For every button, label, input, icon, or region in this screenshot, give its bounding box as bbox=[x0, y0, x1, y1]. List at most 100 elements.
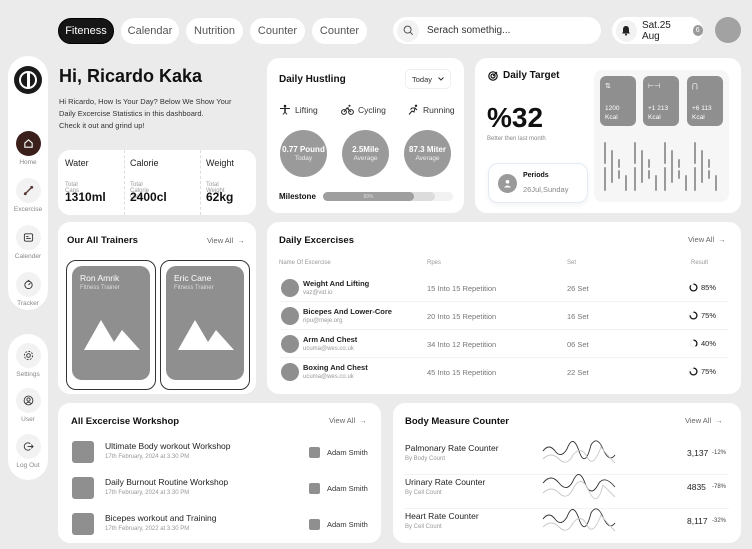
progress-ring-icon bbox=[689, 283, 698, 292]
app-logo bbox=[14, 66, 42, 94]
list-item[interactable]: Heart Rate Counter By Cell Count 8,117 -… bbox=[405, 508, 729, 543]
activity-label: Cycling bbox=[358, 104, 386, 115]
sidebar-item-settings[interactable]: Settings bbox=[8, 343, 48, 378]
measure-value: 4835 bbox=[687, 482, 706, 492]
period-dropdown[interactable]: Today bbox=[405, 69, 451, 89]
list-item[interactable]: Daily Burnout Routine Workshop 17th Febr… bbox=[72, 477, 372, 513]
list-item[interactable]: Ultimate Body workout Workshop 17th Febr… bbox=[72, 441, 372, 477]
notification-date-pill[interactable]: Sat.25 Aug 6 bbox=[612, 17, 703, 44]
view-all-exercises[interactable]: View All → bbox=[688, 235, 726, 244]
daily-target-header: Daily Target bbox=[488, 70, 560, 81]
exercise-set: 16 Set bbox=[567, 312, 589, 321]
measure-title: Palmonary Rate Counter bbox=[405, 443, 499, 453]
tab-counter[interactable]: Counter bbox=[250, 18, 305, 44]
trainers-card: Our All Trainers View All → Ron Amrik Fit… bbox=[58, 222, 256, 394]
wave-sparkline bbox=[542, 474, 616, 499]
arrow-right-icon: → bbox=[718, 235, 726, 244]
view-all-label: View All bbox=[688, 235, 715, 244]
table-row[interactable]: Weight And Lifting vaz@vid.io 15 Into 15… bbox=[279, 274, 729, 302]
image-placeholder-icon bbox=[72, 513, 94, 535]
tab-fiteness[interactable]: Fiteness bbox=[58, 18, 114, 44]
user-avatar[interactable] bbox=[715, 17, 741, 43]
sidebar-item-excercise[interactable]: Excercise bbox=[8, 178, 48, 213]
stat-title: Weight bbox=[206, 158, 234, 168]
sidebar-item-user[interactable]: User bbox=[8, 388, 48, 423]
sidebar-item-logout[interactable]: Log Out bbox=[8, 434, 48, 469]
bell-icon bbox=[616, 19, 637, 42]
daily-hustling-card: Daily Hustling Today Lifting Cycling Run… bbox=[267, 58, 464, 213]
trainer-name: Ron Amrik bbox=[80, 273, 120, 283]
running-icon bbox=[408, 104, 418, 115]
stopwatch-icon bbox=[15, 272, 41, 297]
view-all-label: View All bbox=[329, 416, 356, 425]
periods-card[interactable]: Periods 26Jul,Sunday bbox=[488, 163, 588, 203]
view-all-trainers[interactable]: View All → bbox=[207, 236, 245, 245]
search-input[interactable]: Serach somethig... bbox=[393, 17, 601, 44]
kcal-unit: Kcal bbox=[605, 114, 618, 121]
activity-label: Lifting bbox=[295, 104, 318, 115]
kcal-unit: Kcal bbox=[692, 114, 705, 121]
tab-counter-2[interactable]: Counter bbox=[312, 18, 367, 44]
stats-card: Water Total Cans 1310ml Calorie Total Ca… bbox=[58, 150, 256, 215]
table-row[interactable]: Bicepes And Lower-Core ripu@meje.org 20 … bbox=[279, 302, 729, 330]
exercise-name: Bicepes And Lower-Core bbox=[303, 307, 392, 316]
greeting-text: Hi Ricardo, How Is Your Day? Below We Sh… bbox=[59, 96, 259, 132]
trainer-frame bbox=[66, 260, 156, 390]
exercise-set: 22 Set bbox=[567, 368, 589, 377]
stat-title: Calorie bbox=[130, 158, 159, 168]
exercise-reps: 45 Into 15 Repetition bbox=[427, 368, 497, 377]
exercise-name: Boxing And Chest bbox=[303, 363, 368, 372]
gym-icon bbox=[281, 335, 299, 353]
table-row[interactable]: Boxing And Chest ucuma@wes.co.uk 45 Into… bbox=[279, 358, 729, 386]
list-item[interactable]: Bicepes workout and Training 17th Februa… bbox=[72, 513, 372, 549]
kcal-unit: Kcal bbox=[648, 114, 661, 121]
image-placeholder-icon bbox=[178, 320, 234, 350]
stat-title: Water bbox=[65, 158, 89, 168]
arrow-right-icon: → bbox=[359, 416, 367, 425]
workshop-title: Daily Burnout Routine Workshop bbox=[105, 477, 229, 487]
tab-nutrition[interactable]: Nutrition bbox=[186, 18, 243, 44]
list-item[interactable]: Urinary Rate Counter By Cell Count 4835 … bbox=[405, 474, 729, 509]
trainer-role: Fitness Trainer bbox=[174, 285, 214, 291]
card-title: All Excercise Workshop bbox=[71, 416, 180, 427]
kcal-card: ⋂ +6 113 Kcal bbox=[687, 76, 723, 126]
activity-cycling: Cycling bbox=[341, 104, 386, 115]
footprint-icon: ⋂ bbox=[692, 83, 698, 90]
table-row[interactable]: Arm And Chest ucuma@wes.co.uk 34 Into 12… bbox=[279, 330, 729, 358]
kettlebell-icon bbox=[281, 279, 299, 297]
view-all-body[interactable]: View All → bbox=[685, 416, 723, 425]
cycling-stat-circle: 2.5Mile Average bbox=[342, 130, 389, 177]
dumbbell-icon bbox=[281, 307, 299, 325]
trainer-card-ron[interactable]: Ron Amrik Fitness Trainer bbox=[72, 266, 150, 380]
greeting-line: Daily Excercise Statistics in this dashb… bbox=[59, 109, 204, 118]
search-icon bbox=[397, 19, 419, 42]
sidebar-item-tracker[interactable]: Tracker bbox=[8, 272, 48, 307]
scale-icon: ⇅ bbox=[605, 83, 611, 90]
list-item[interactable]: Palmonary Rate Counter By Body Count 3,1… bbox=[405, 440, 729, 475]
stat-label: Total Weight bbox=[206, 182, 225, 194]
arrow-right-icon: → bbox=[237, 236, 245, 245]
sidebar-label: Excercise bbox=[13, 206, 43, 213]
dumbbell-icon: ⊢⊣ bbox=[648, 83, 661, 90]
exercise-name: Weight And Lifting bbox=[303, 279, 370, 288]
workshop-date: 17th February, 2022 at 3.30 PM bbox=[105, 526, 190, 532]
stat-label: Total Calorie Gain bbox=[130, 182, 150, 200]
running-stat-circle: 87.3 Miter Average bbox=[404, 130, 451, 177]
workshop-author: Adam Smith bbox=[309, 447, 368, 458]
tab-calendar[interactable]: Calendar bbox=[121, 18, 179, 44]
sidebar-item-home[interactable]: Home bbox=[8, 131, 48, 166]
exercise-reps: 20 Into 15 Repetition bbox=[427, 312, 497, 321]
target-caption: Better then last month bbox=[487, 136, 546, 142]
column-header: Set bbox=[567, 260, 577, 266]
weightlifting-icon bbox=[280, 104, 290, 115]
search-placeholder: Serach somethig... bbox=[427, 25, 511, 36]
image-placeholder-icon bbox=[72, 441, 94, 463]
trainer-card-eric[interactable]: Eric Cane Fitness Trainer bbox=[166, 266, 244, 380]
periods-label: Periods bbox=[523, 172, 549, 179]
sidebar-item-calender[interactable]: Calender bbox=[8, 225, 48, 260]
sidebar-label: Settings bbox=[16, 371, 40, 378]
measure-sub: By Cell Count bbox=[405, 524, 442, 530]
view-all-workshop[interactable]: View All → bbox=[329, 416, 367, 425]
exercise-reps: 34 Into 12 Repetition bbox=[427, 340, 497, 349]
target-icon bbox=[488, 70, 498, 81]
